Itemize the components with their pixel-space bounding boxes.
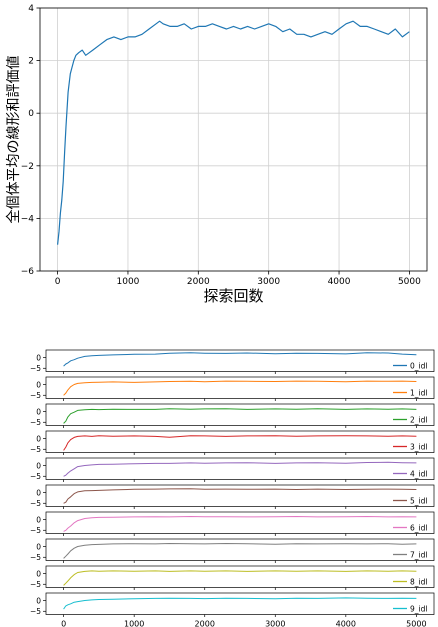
main-x-tick-label: 2000	[187, 277, 210, 287]
subplot-legend-label: 3_idl	[410, 443, 427, 452]
subplot-y-tick-label: −5	[30, 364, 41, 373]
subplot-series-line	[63, 461, 417, 477]
subplot-4_idl: 0 −5 4_idl	[30, 457, 435, 482]
subplot-y-tick-label: −5	[30, 553, 41, 562]
subplot-frame	[45, 457, 435, 480]
subplot-legend-label: 6_idl	[410, 524, 427, 533]
subplot-series-line	[63, 408, 417, 424]
subplot-y-tick-label: 0	[36, 380, 41, 389]
subplot-y-tick-label: −5	[30, 580, 41, 589]
main-plot-frame	[39, 7, 428, 272]
main-chart: 0 1000 2000 3000 4000 5000 −6 −4 −2 0 2 4 探索回数 全個体平均の…	[5, 4, 428, 305]
subplot-series-line	[63, 380, 417, 396]
subplot-y-tick-label: −5	[30, 499, 41, 508]
subplot-y-tick-label: −5	[30, 607, 41, 616]
subplot-6_idl: 0 −5 6_idl	[30, 511, 435, 536]
main-x-tick-label: 3000	[257, 277, 280, 287]
subplot-legend-label: 0_idl	[410, 362, 427, 371]
main-x-tick-label: 4000	[328, 277, 351, 287]
subplot-9_idl: 0 −5 9_idl	[30, 592, 435, 617]
main-x-tick-label: 1000	[117, 277, 140, 287]
main-y-tick-label: 2	[28, 57, 34, 67]
subplot-0_idl: 0 −5 0_idl	[30, 349, 435, 374]
subplot-frame	[45, 538, 435, 561]
main-y-tick-label: −6	[21, 267, 35, 277]
subplot-y-tick-label: −5	[30, 526, 41, 535]
main-y-tick-label: 4	[28, 4, 34, 14]
main-y-tick-label: −4	[21, 214, 35, 224]
subplot-legend-label: 5_idl	[410, 497, 427, 506]
subplot-x-tick-label: 2000	[195, 620, 215, 627]
subplot-y-tick-label: 0	[36, 353, 41, 362]
subplot-y-tick-label: −5	[30, 472, 41, 481]
subplot-y-tick-label: 0	[36, 515, 41, 524]
subplot-y-tick-label: 0	[36, 488, 41, 497]
subplot-y-tick-label: 0	[36, 569, 41, 578]
subplot-frame	[45, 403, 435, 426]
main-y-tick-label: −2	[21, 162, 34, 172]
subplot-x-tick-label: 5000	[406, 620, 426, 627]
main-y-tick-label: 0	[28, 109, 34, 119]
subplot-x-tick-label: 0	[61, 620, 66, 627]
main-x-tick-label: 0	[55, 277, 61, 287]
subplot-series-line	[63, 543, 417, 559]
subplot-x-tick-label: 1000	[124, 620, 144, 627]
main-series-line	[57, 20, 410, 245]
subplot-y-tick-label: −5	[30, 418, 41, 427]
subplot-legend-label: 1_idl	[410, 389, 427, 398]
subplot-y-tick-label: 0	[36, 596, 41, 605]
subplot-frame	[45, 511, 435, 534]
subplot-y-tick-label: 0	[36, 542, 41, 551]
subplot-frame	[45, 565, 435, 588]
subplot-frame	[45, 430, 435, 453]
subplot-legend-label: 8_idl	[410, 578, 427, 587]
subplot-frame	[45, 592, 435, 615]
subplot-2_idl: 0 −5 2_idl	[30, 403, 435, 428]
subplot-series-line	[63, 597, 417, 610]
subplot-8_idl: 0 −5 8_idl	[30, 565, 435, 590]
subplot-series-line	[63, 352, 417, 367]
subplot-series-line	[63, 516, 417, 532]
subplot-legend-label: 4_idl	[410, 470, 427, 479]
subplot-legend-label: 9_idl	[410, 605, 427, 614]
subplot-frame	[45, 376, 435, 399]
subplot-7_idl: 0 −5 7_idl	[30, 538, 435, 563]
subplot-x-tick-label: 4000	[336, 620, 356, 627]
main-x-axis-label: 探索回数	[203, 287, 263, 305]
subplot-frame	[45, 349, 435, 372]
subplot-legend-label: 2_idl	[410, 416, 427, 425]
subplot-3_idl: 0 −5 3_idl	[30, 430, 435, 455]
subplot-series-line	[63, 435, 417, 451]
main-y-axis-label: 全個体平均の線形和評価値	[5, 56, 22, 224]
subplot-series-line	[63, 488, 417, 504]
subplot-x-tick-label: 3000	[265, 620, 285, 627]
subplot-y-tick-label: −5	[30, 391, 41, 400]
subplot-y-tick-label: 0	[36, 461, 41, 470]
subplot-y-tick-label: 0	[36, 407, 41, 416]
main-x-tick-label: 5000	[398, 277, 421, 287]
subplot-series-line	[63, 570, 417, 586]
subplot-1_idl: 0 −5 1_idl	[30, 376, 435, 401]
subplot-y-tick-label: −5	[30, 445, 41, 454]
subplot-5_idl: 0 −5 5_idl	[30, 484, 435, 509]
subplot-legend-label: 7_idl	[410, 551, 427, 560]
subplot-frame	[45, 484, 435, 507]
subplot-y-tick-label: 0	[36, 434, 41, 443]
